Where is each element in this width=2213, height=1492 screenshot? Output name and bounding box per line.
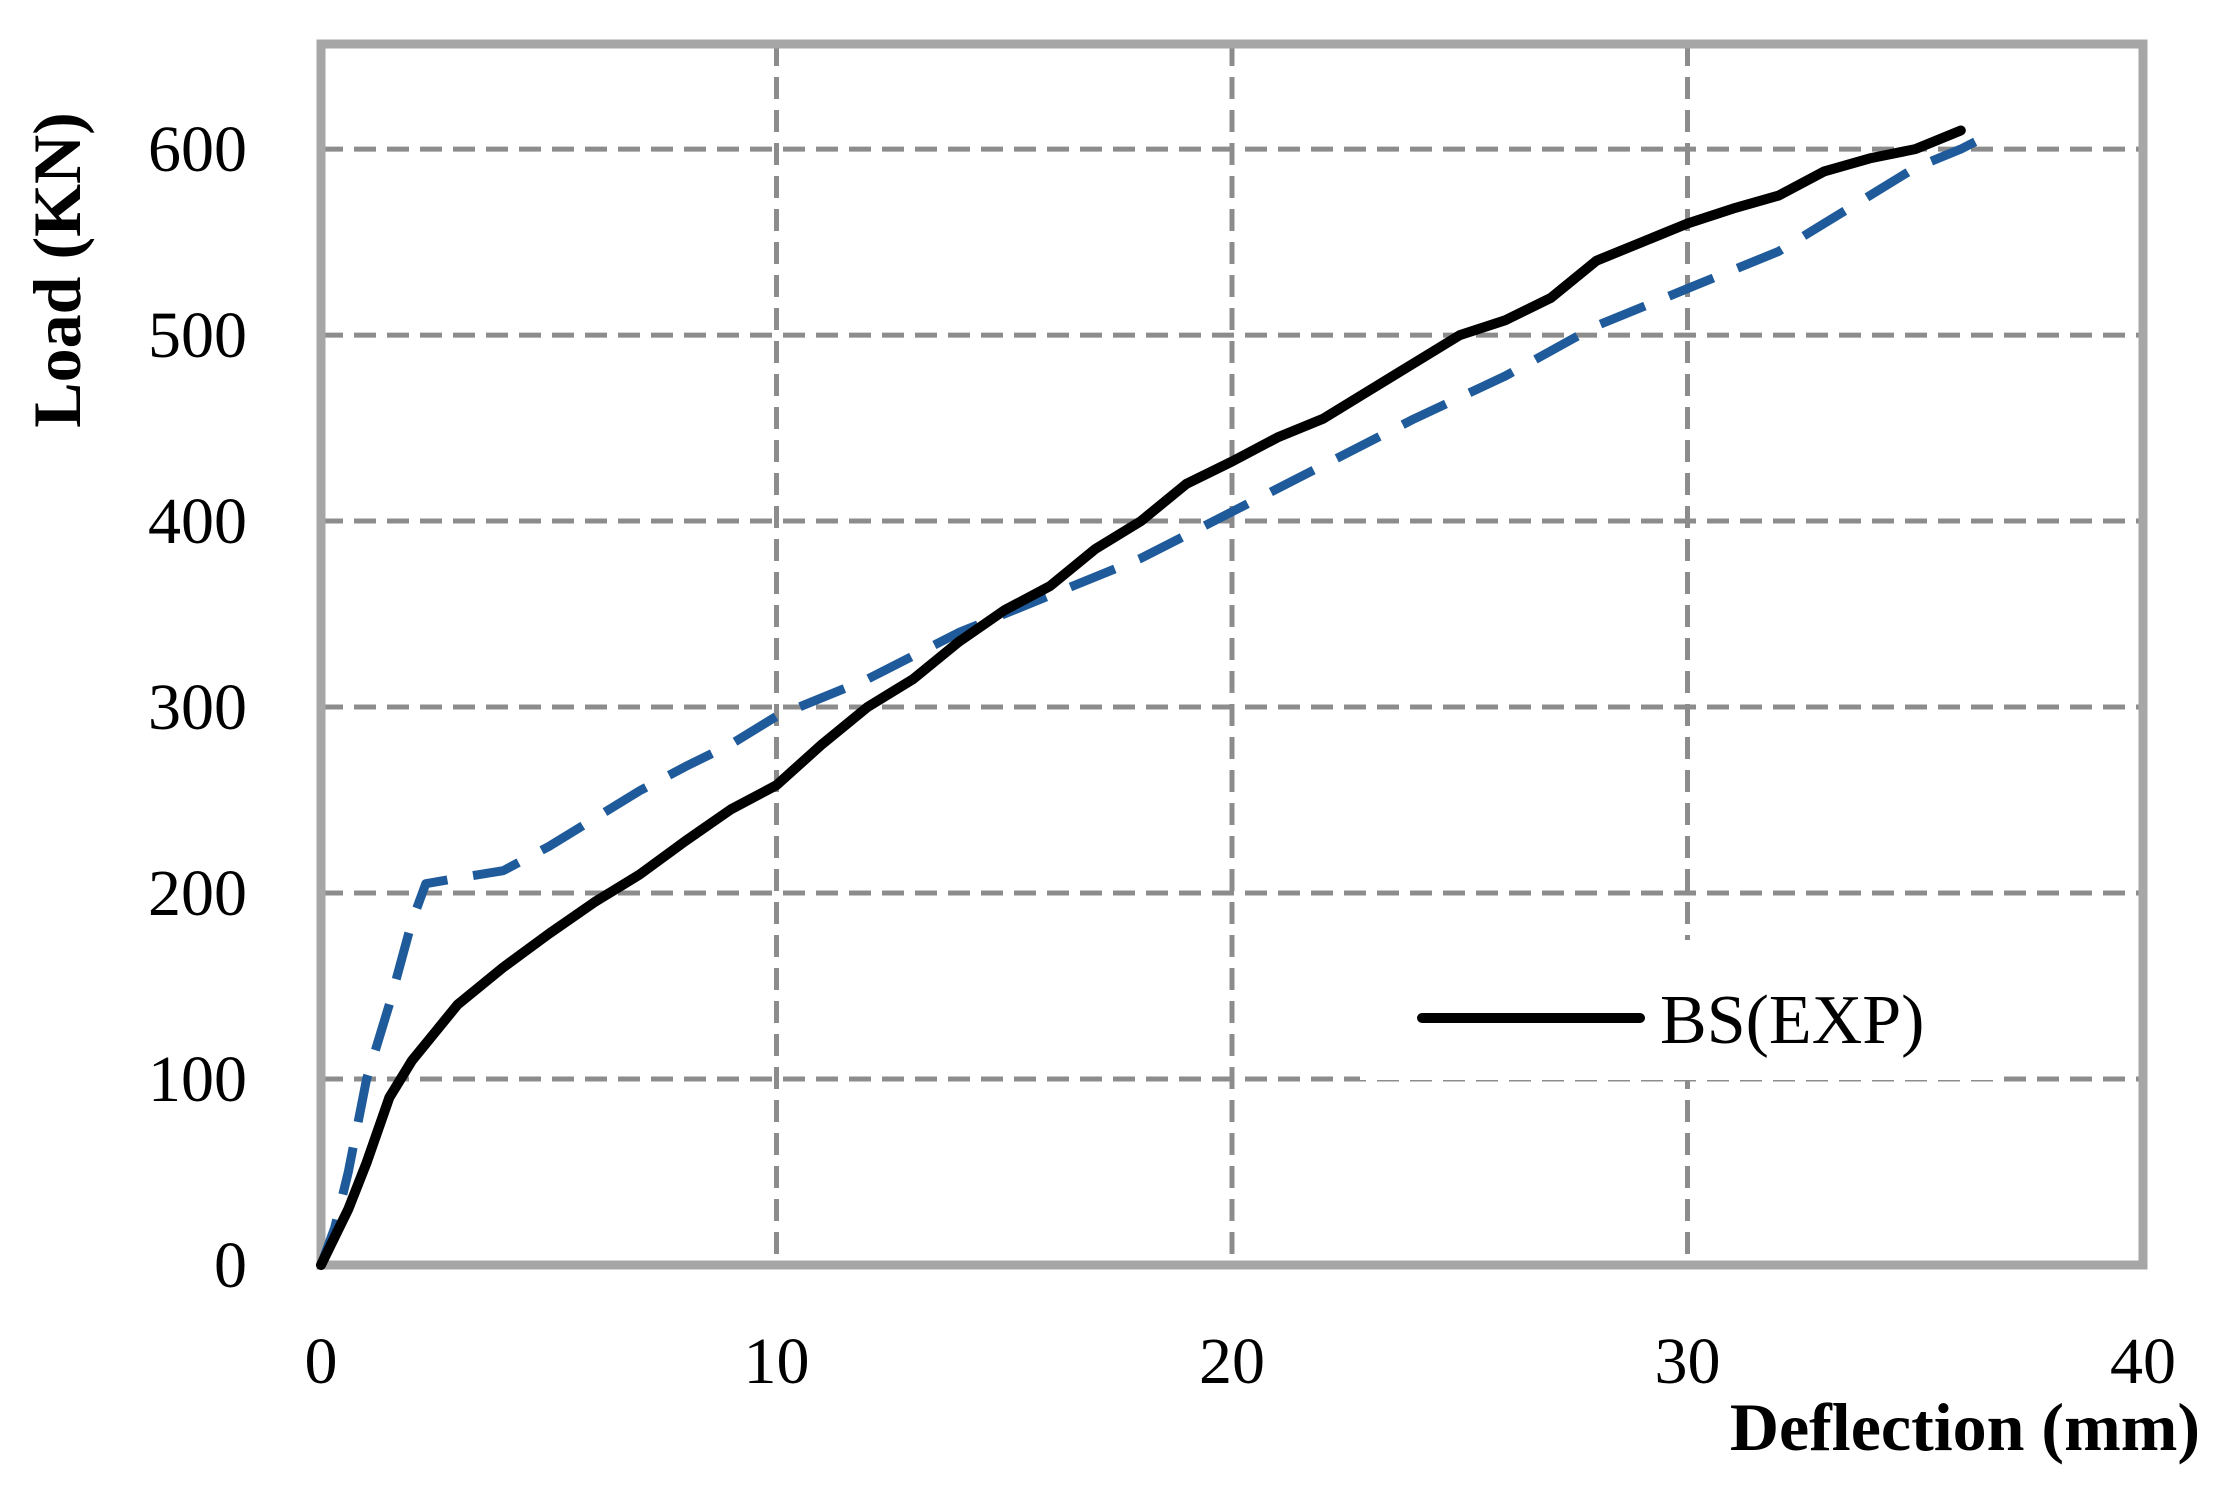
series-line-bs-exp bbox=[316, 125, 1966, 1270]
y-tick-label: 0 bbox=[214, 1229, 247, 1302]
grid-lines bbox=[321, 44, 2143, 1265]
x-tick-label: 30 bbox=[1655, 1325, 1721, 1398]
x-tick-label: 40 bbox=[2110, 1325, 2176, 1398]
x-tick-label: 10 bbox=[744, 1325, 810, 1398]
x-axis-title: Deflection (mm) bbox=[1730, 1389, 2200, 1465]
series-line-dashed-1 bbox=[316, 126, 2000, 1267]
y-tick-label: 400 bbox=[148, 485, 247, 558]
x-tick-labels: 0 10 20 30 40 bbox=[305, 1325, 2177, 1398]
x-tick-label: 0 bbox=[305, 1325, 338, 1398]
y-tick-labels: 0 100 200 300 400 500 600 bbox=[148, 113, 247, 1302]
legend: BS(EXP) bbox=[1417, 982, 1924, 1059]
legend-background bbox=[1360, 940, 2000, 1080]
y-tick-label: 500 bbox=[148, 299, 247, 372]
plot-frame bbox=[316, 39, 2148, 1270]
series-layer bbox=[316, 125, 2000, 1270]
y-axis-title: Load (KN) bbox=[19, 112, 95, 427]
x-tick-label: 20 bbox=[1199, 1325, 1265, 1398]
y-tick-label: 300 bbox=[148, 671, 247, 744]
y-tick-label: 200 bbox=[148, 857, 247, 930]
y-tick-label: 100 bbox=[148, 1043, 247, 1116]
legend-label: BS(EXP) bbox=[1660, 982, 1924, 1059]
y-tick-label: 600 bbox=[148, 113, 247, 186]
